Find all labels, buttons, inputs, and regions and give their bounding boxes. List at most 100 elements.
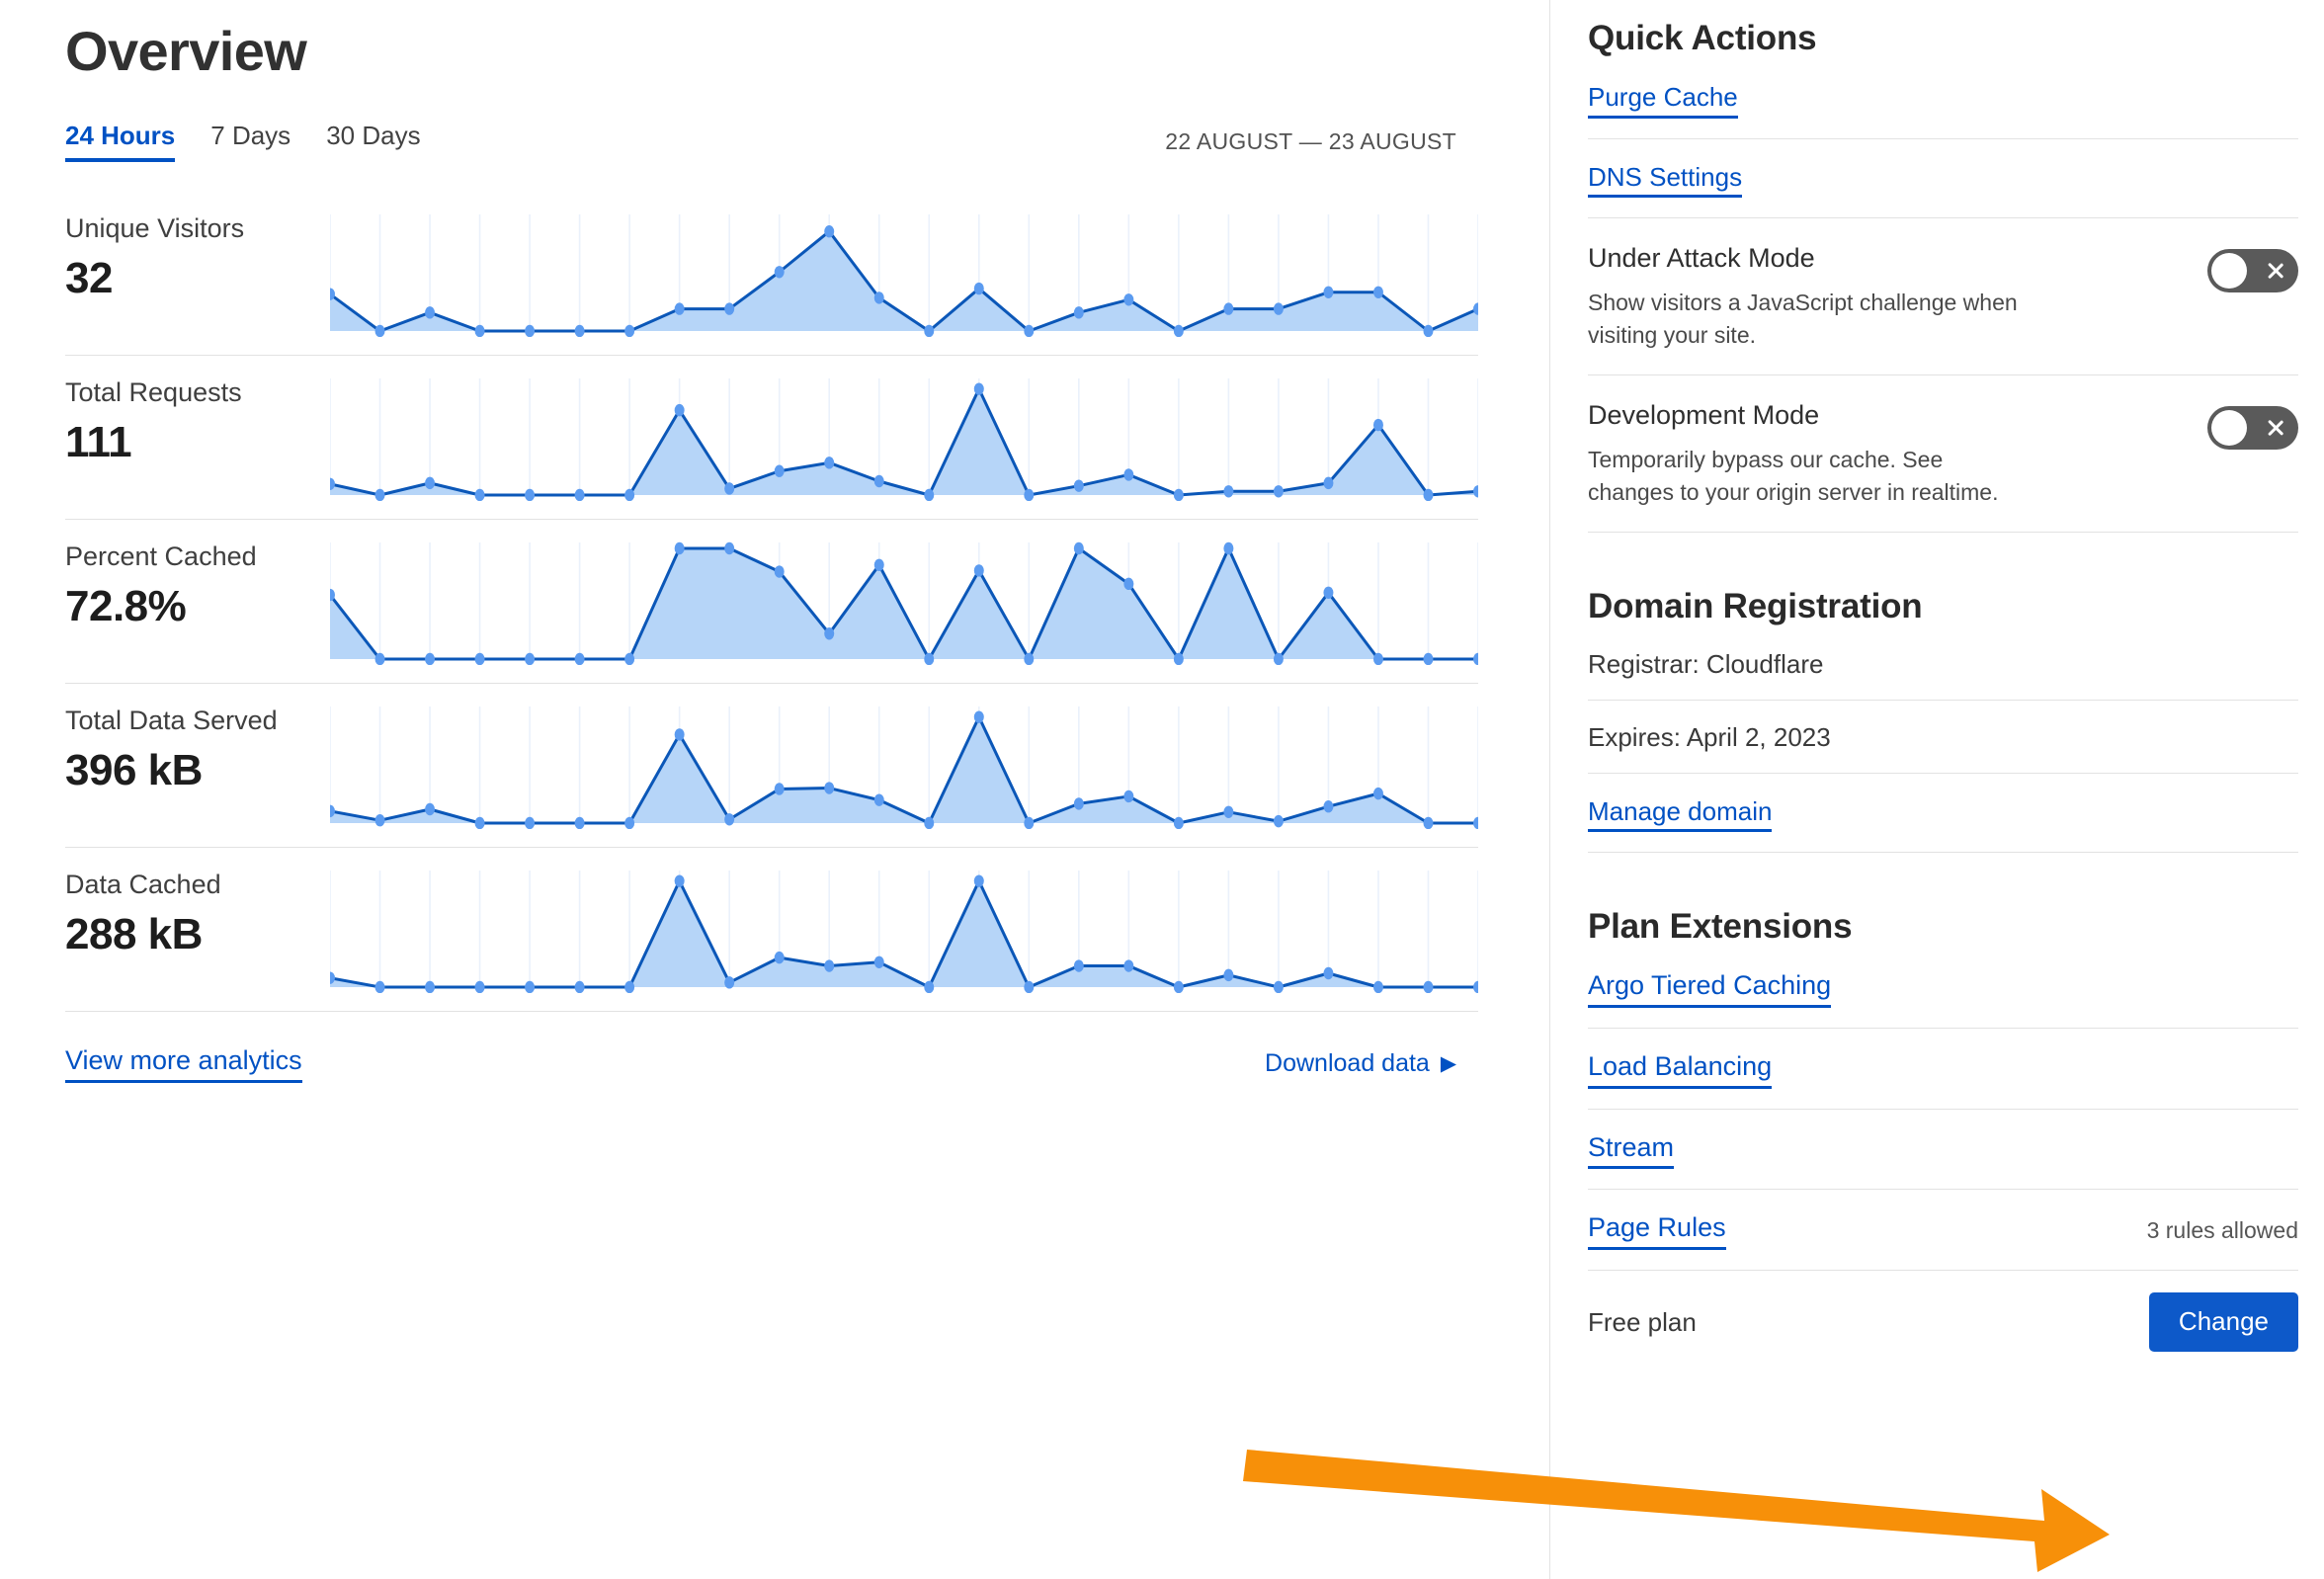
chart-point[interactable] <box>824 959 835 973</box>
chart-point[interactable] <box>1123 790 1134 803</box>
chart-point[interactable] <box>374 653 385 666</box>
under-attack-mode-toggle[interactable] <box>2207 249 2298 292</box>
change-button[interactable]: Change <box>2148 1292 2298 1353</box>
chart-point[interactable] <box>674 404 685 417</box>
chart-point[interactable] <box>1323 477 1334 490</box>
chart-point[interactable] <box>1123 578 1134 591</box>
chart-point[interactable] <box>1423 653 1434 666</box>
view-more-analytics-link[interactable]: View more analytics <box>65 1044 302 1084</box>
chart-point[interactable] <box>425 981 436 994</box>
chart-point[interactable] <box>1423 817 1434 830</box>
argo-tiered-caching-link[interactable]: Argo Tiered Caching <box>1588 969 1832 1008</box>
chart-point[interactable] <box>924 653 935 666</box>
chart-point[interactable] <box>1372 653 1383 666</box>
chart-point[interactable] <box>1273 815 1284 828</box>
chart-point[interactable] <box>1372 286 1383 299</box>
chart-point[interactable] <box>525 653 536 666</box>
chart-point[interactable] <box>474 489 485 502</box>
chart-point[interactable] <box>1024 325 1035 338</box>
chart-point[interactable] <box>525 325 536 338</box>
chart-point[interactable] <box>1372 419 1383 432</box>
chart-point[interactable] <box>474 653 485 666</box>
chart-point[interactable] <box>574 325 585 338</box>
chart-point[interactable] <box>973 710 984 724</box>
chart-point[interactable] <box>1423 325 1434 338</box>
chart-point[interactable] <box>1024 489 1035 502</box>
chart-point[interactable] <box>973 382 984 396</box>
chart-point[interactable] <box>1123 293 1134 306</box>
chart-point[interactable] <box>330 477 336 491</box>
chart-point[interactable] <box>1024 653 1035 666</box>
chart-point[interactable] <box>425 803 436 816</box>
chart-point[interactable] <box>1024 817 1035 830</box>
chart-point[interactable] <box>1073 797 1084 810</box>
plan-extension-stream[interactable]: Stream <box>1588 1110 2298 1191</box>
chart-point[interactable] <box>1472 981 1478 994</box>
chart-point[interactable] <box>1273 485 1284 498</box>
chart-point[interactable] <box>574 653 585 666</box>
chart-point[interactable] <box>873 475 884 488</box>
chart-point[interactable] <box>1472 485 1478 498</box>
chart-point[interactable] <box>924 325 935 338</box>
chart-point[interactable] <box>873 291 884 304</box>
chart-point[interactable] <box>924 981 935 994</box>
chart-point[interactable] <box>474 981 485 994</box>
load-balancing-link[interactable]: Load Balancing <box>1588 1050 1773 1089</box>
chart-point[interactable] <box>1173 653 1184 666</box>
chart-point[interactable] <box>774 464 785 478</box>
chart-point[interactable] <box>474 817 485 830</box>
chart-point[interactable] <box>873 793 884 807</box>
chart-point[interactable] <box>1323 800 1334 813</box>
chart-point[interactable] <box>1423 981 1434 994</box>
chart-point[interactable] <box>674 302 685 316</box>
chart-point[interactable] <box>1323 967 1334 980</box>
chart-point[interactable] <box>1223 542 1234 555</box>
chart-point[interactable] <box>1173 489 1184 502</box>
chart-point[interactable] <box>1323 586 1334 600</box>
chart-point[interactable] <box>525 817 536 830</box>
chart-point[interactable] <box>1223 302 1234 316</box>
chart-point[interactable] <box>1223 969 1234 982</box>
chart-point[interactable] <box>330 971 336 985</box>
chart-point[interactable] <box>425 306 436 319</box>
chart-point[interactable] <box>724 302 735 316</box>
tab-24-hours[interactable]: 24 Hours <box>65 121 176 163</box>
dns-settings-link[interactable]: DNS Settings <box>1588 161 1743 198</box>
chart-point[interactable] <box>574 981 585 994</box>
chart-point[interactable] <box>774 565 785 579</box>
chart-point[interactable] <box>824 782 835 795</box>
chart-point[interactable] <box>1073 479 1084 493</box>
chart-point[interactable] <box>1472 302 1478 316</box>
chart-point[interactable] <box>1073 542 1084 555</box>
chart-point[interactable] <box>1073 959 1084 973</box>
stream-link[interactable]: Stream <box>1588 1131 1675 1170</box>
chart-point[interactable] <box>774 783 785 796</box>
chart-point[interactable] <box>1372 981 1383 994</box>
chart-point[interactable] <box>824 225 835 238</box>
chart-point[interactable] <box>1323 286 1334 299</box>
chart-point[interactable] <box>525 489 536 502</box>
chart-point[interactable] <box>624 653 635 666</box>
chart-point[interactable] <box>1423 489 1434 502</box>
chart-point[interactable] <box>474 325 485 338</box>
chart-point[interactable] <box>1273 981 1284 994</box>
chart-point[interactable] <box>924 489 935 502</box>
chart-point[interactable] <box>1173 981 1184 994</box>
chart-point[interactable] <box>1273 302 1284 316</box>
chart-point[interactable] <box>330 288 336 301</box>
chart-point[interactable] <box>425 653 436 666</box>
chart-point[interactable] <box>374 489 385 502</box>
chart-point[interactable] <box>873 558 884 572</box>
purge-cache-link[interactable]: Purge Cache <box>1588 81 1738 119</box>
chart-point[interactable] <box>425 477 436 490</box>
manage-domain-link[interactable]: Manage domain <box>1588 795 1773 833</box>
chart-point[interactable] <box>1472 653 1478 666</box>
plan-extension-load-balancing[interactable]: Load Balancing <box>1588 1029 2298 1110</box>
plan-extension-argo-tiered-caching[interactable]: Argo Tiered Caching <box>1588 948 2298 1029</box>
chart-point[interactable] <box>525 981 536 994</box>
chart-point[interactable] <box>1073 306 1084 319</box>
chart-point[interactable] <box>624 325 635 338</box>
chart-point[interactable] <box>1024 981 1035 994</box>
chart-point[interactable] <box>574 489 585 502</box>
chart-point[interactable] <box>973 874 984 888</box>
